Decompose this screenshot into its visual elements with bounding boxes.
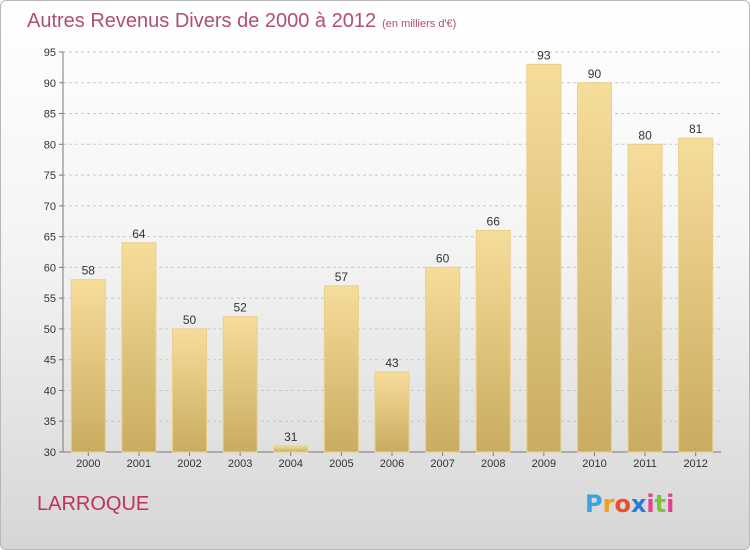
bar-outline: [222, 316, 258, 453]
bar-outline: [273, 445, 309, 453]
y-tick-label: 40: [44, 385, 56, 397]
town-name: LARROQUE: [37, 493, 150, 515]
title-text: Autres Revenus Divers de 2000 à 2012: [27, 10, 377, 32]
bar: [223, 316, 258, 452]
y-tick-label: 50: [44, 324, 56, 336]
data-label: 52: [233, 301, 247, 315]
data-label: 81: [689, 122, 703, 136]
bar: [172, 328, 207, 452]
data-label: 57: [335, 270, 349, 284]
x-tick-label: 2004: [279, 458, 303, 470]
bar-outline: [576, 82, 612, 453]
x-tick-label: 2006: [380, 458, 404, 470]
chart-title: Autres Revenus Divers de 2000 à 2012 (en …: [27, 10, 456, 33]
x-tick-label: 2000: [76, 458, 100, 470]
bar-outline: [425, 266, 461, 453]
bar-outline: [678, 137, 714, 453]
x-tick-label: 2002: [177, 458, 201, 470]
data-label: 64: [132, 227, 146, 241]
bar-outline: [475, 229, 511, 453]
bar: [678, 138, 713, 452]
bar-outline: [121, 242, 157, 453]
logo-letter: o: [614, 490, 631, 518]
data-label: 43: [385, 356, 399, 370]
y-tick-label: 85: [44, 109, 56, 121]
x-tick-label: 2008: [481, 458, 505, 470]
bar-outline: [172, 328, 208, 453]
bar-outline: [374, 371, 410, 453]
x-tick-label: 2011: [633, 458, 657, 470]
logo-letter: r: [602, 490, 615, 518]
data-labels: 58 64 50 52 31 57 43 60 66 93 90 80 81: [82, 48, 703, 444]
bar: [324, 285, 359, 452]
x-tick-label: 2001: [127, 458, 151, 470]
bar: [476, 230, 511, 452]
y-tick-label: 60: [44, 262, 56, 274]
logo-letter: t: [654, 490, 667, 518]
x-tick-label: 2003: [228, 458, 252, 470]
bar: [577, 82, 612, 453]
chart-subtitle: (en milliers d'€): [382, 18, 457, 30]
y-tick-label: 65: [44, 232, 56, 244]
data-label: 31: [284, 430, 298, 444]
bars: [70, 63, 714, 453]
y-tick-label: 80: [44, 139, 56, 151]
y-tick-label: 95: [44, 47, 56, 59]
data-label: 60: [436, 251, 450, 265]
logo-letter: i: [666, 490, 675, 518]
bar-outline: [627, 143, 663, 453]
bar: [526, 64, 561, 453]
x-tick-label: 2009: [532, 458, 556, 470]
y-tick-label: 75: [44, 170, 56, 182]
bar: [628, 144, 663, 453]
logo-letter: P: [585, 490, 603, 518]
logo-letter: x: [630, 490, 647, 518]
x-tick-label: 2005: [329, 458, 353, 470]
proxiti-logo[interactable]: Proxiti: [585, 490, 674, 518]
bar: [273, 445, 308, 452]
bar: [71, 279, 106, 452]
logo-letter: i: [646, 490, 655, 518]
y-tick-label: 35: [44, 416, 56, 428]
bar: [121, 242, 156, 452]
bar-outline: [526, 63, 562, 453]
bar-outline: [323, 285, 359, 453]
data-label: 58: [82, 264, 96, 278]
bar-outline: [70, 279, 106, 453]
bar: [425, 267, 460, 452]
data-label: 90: [588, 67, 602, 81]
y-tick-label: 45: [44, 355, 56, 367]
y-tick-label: 55: [44, 293, 56, 305]
x-tick-label: 2007: [430, 458, 454, 470]
y-tick-label: 90: [44, 78, 56, 90]
y-tick-label: 30: [44, 447, 56, 459]
data-label: 80: [638, 128, 652, 142]
bar: [375, 372, 409, 452]
data-label: 66: [487, 214, 501, 228]
data-label: 50: [183, 313, 197, 327]
x-tick-label: 2012: [683, 458, 707, 470]
x-tick-label: 2010: [582, 458, 606, 470]
y-tick-label: 70: [44, 201, 56, 213]
data-label: 93: [537, 48, 551, 62]
